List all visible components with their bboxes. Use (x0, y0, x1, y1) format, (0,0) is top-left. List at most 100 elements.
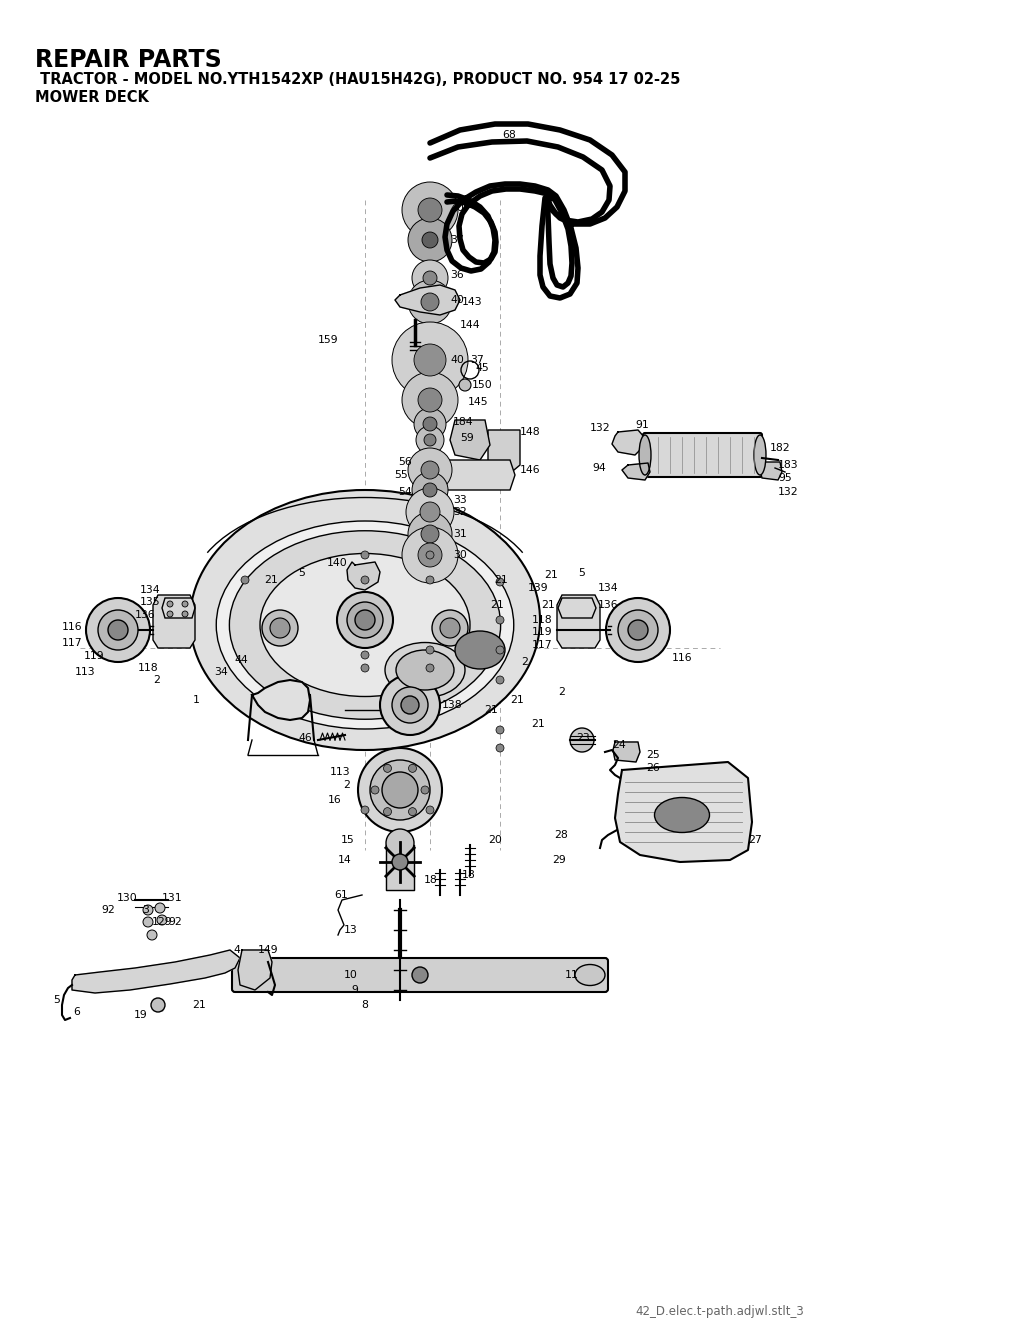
Circle shape (361, 663, 369, 672)
Text: 21: 21 (264, 575, 278, 586)
Circle shape (421, 525, 439, 543)
Circle shape (421, 461, 439, 479)
Text: 25: 25 (646, 749, 659, 760)
Text: 19: 19 (134, 1010, 148, 1019)
Circle shape (401, 696, 419, 714)
Circle shape (408, 512, 452, 556)
Circle shape (392, 688, 428, 723)
Text: 24: 24 (612, 740, 626, 749)
Text: 15: 15 (341, 835, 355, 845)
Polygon shape (72, 950, 240, 992)
Circle shape (143, 917, 153, 927)
Text: 146: 146 (520, 465, 541, 475)
Circle shape (628, 620, 648, 641)
Text: 1: 1 (194, 694, 200, 705)
Text: 5: 5 (298, 568, 305, 577)
Text: 140: 140 (328, 557, 348, 568)
Text: 27: 27 (748, 835, 762, 845)
Circle shape (361, 806, 369, 814)
Circle shape (423, 271, 437, 285)
Circle shape (414, 344, 446, 376)
Text: 31: 31 (453, 529, 467, 539)
Text: 138: 138 (442, 700, 463, 710)
Circle shape (496, 727, 504, 735)
Text: 119: 119 (83, 651, 104, 661)
Ellipse shape (190, 490, 540, 749)
Text: 5: 5 (578, 568, 585, 577)
Text: 117: 117 (61, 638, 82, 649)
Circle shape (421, 293, 439, 312)
Text: 135: 135 (139, 598, 160, 607)
Polygon shape (153, 595, 195, 649)
Circle shape (496, 646, 504, 654)
Ellipse shape (229, 530, 501, 720)
Text: 40: 40 (450, 295, 464, 305)
Ellipse shape (260, 553, 470, 697)
Ellipse shape (639, 435, 651, 475)
Text: 21: 21 (544, 569, 558, 580)
Text: 21: 21 (510, 694, 524, 705)
Polygon shape (613, 741, 640, 761)
Polygon shape (347, 561, 380, 590)
Circle shape (426, 663, 434, 672)
Circle shape (270, 618, 290, 638)
Text: 34: 34 (214, 667, 228, 677)
Text: 94: 94 (592, 463, 606, 473)
Text: TRACTOR - MODEL NO.YTH1542XP (HAU15H42G), PRODUCT NO. 954 17 02-25: TRACTOR - MODEL NO.YTH1542XP (HAU15H42G)… (35, 73, 680, 87)
Text: 150: 150 (472, 380, 493, 389)
Text: 18: 18 (424, 876, 438, 885)
Polygon shape (488, 430, 520, 475)
Circle shape (420, 502, 440, 522)
Circle shape (440, 618, 460, 638)
Text: 18: 18 (462, 870, 476, 880)
Circle shape (459, 379, 471, 391)
Circle shape (406, 488, 454, 536)
Ellipse shape (654, 798, 710, 833)
Circle shape (241, 576, 249, 584)
Ellipse shape (575, 964, 605, 986)
Text: 116: 116 (672, 653, 692, 663)
Text: 6: 6 (73, 1007, 80, 1017)
Circle shape (347, 602, 383, 638)
Text: 183: 183 (778, 461, 799, 470)
Circle shape (167, 611, 173, 616)
Text: REPAIR PARTS: REPAIR PARTS (35, 48, 222, 73)
Text: 139: 139 (527, 583, 548, 594)
Circle shape (402, 183, 458, 238)
Circle shape (355, 610, 375, 630)
Text: 3: 3 (142, 905, 148, 915)
Circle shape (361, 576, 369, 584)
Text: 117: 117 (531, 641, 552, 650)
Text: 130: 130 (118, 893, 138, 902)
Text: 33: 33 (453, 496, 467, 505)
Circle shape (402, 526, 458, 583)
Circle shape (432, 610, 468, 646)
Text: 184: 184 (453, 416, 474, 427)
Circle shape (361, 651, 369, 659)
Circle shape (182, 602, 188, 607)
Text: 29: 29 (552, 855, 566, 865)
Ellipse shape (455, 631, 505, 669)
Circle shape (422, 232, 438, 248)
Circle shape (409, 807, 417, 815)
Text: 21: 21 (494, 575, 508, 586)
Text: 132: 132 (778, 488, 799, 497)
Text: 59: 59 (460, 432, 474, 443)
Circle shape (496, 616, 504, 624)
Text: 136: 136 (134, 610, 155, 620)
Text: 68: 68 (502, 130, 516, 140)
Circle shape (384, 764, 391, 772)
Text: 92: 92 (168, 917, 181, 927)
Circle shape (496, 577, 504, 586)
Circle shape (412, 967, 428, 983)
Polygon shape (252, 680, 310, 720)
Text: 119: 119 (531, 627, 552, 637)
Text: 37: 37 (470, 355, 483, 365)
Text: 143: 143 (462, 297, 482, 308)
Text: 92: 92 (101, 905, 115, 915)
Circle shape (392, 854, 408, 870)
Text: MOWER DECK: MOWER DECK (35, 90, 148, 105)
Text: 113: 113 (330, 767, 350, 778)
Text: 145: 145 (468, 398, 488, 407)
Text: 2: 2 (558, 688, 565, 697)
